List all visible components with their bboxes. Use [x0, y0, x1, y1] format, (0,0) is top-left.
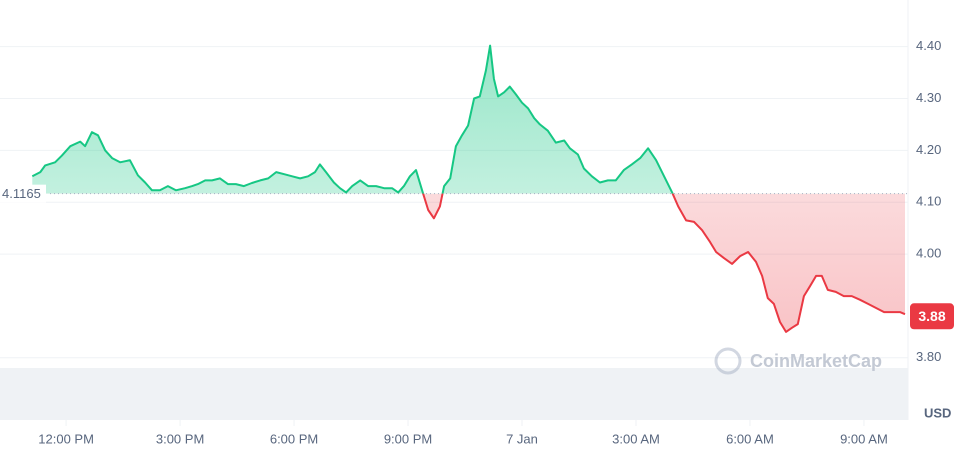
x-tick-label: 9:00 AM [840, 431, 888, 446]
area-down [32, 193, 905, 332]
volume-area [0, 368, 908, 420]
price-line-down [422, 193, 906, 333]
y-tick-label: 4.30 [916, 90, 941, 105]
area-up [32, 45, 673, 194]
axes: 3.80 4.00 4.10 4.20 4.30 4.40 12:00 PM 3:00 PM 6… [38, 38, 954, 446]
y-tick-label: 4.10 [916, 194, 941, 209]
y-tick-label: 4.00 [916, 246, 941, 261]
baseline-label-bg [0, 184, 46, 203]
y-tick-label: 3.80 [916, 349, 941, 364]
x-tick-label: 3:00 AM [612, 431, 660, 446]
baseline-label: 4.1165 [2, 186, 41, 201]
grid [0, 46, 908, 359]
watermark: CoinMarketCap [750, 351, 882, 371]
x-tick-label: 6:00 AM [726, 431, 774, 446]
currency-label: USD [924, 405, 951, 420]
x-tick-label: 6:00 PM [270, 431, 318, 446]
watermark-logo [714, 347, 742, 375]
last-price-badge [910, 303, 954, 330]
x-tick-label: 7 Jan [506, 431, 538, 446]
y-tick-label: 4.40 [916, 38, 941, 53]
x-tick-label: 9:00 PM [384, 431, 432, 446]
plot: 4.1165 [0, 44, 908, 333]
price-line-up [31, 44, 674, 194]
y-tick-label: 4.20 [916, 142, 941, 157]
x-tick-label: 3:00 PM [156, 431, 204, 446]
x-tick-label: 12:00 PM [38, 431, 94, 446]
last-price-label: 3.88 [918, 308, 945, 324]
